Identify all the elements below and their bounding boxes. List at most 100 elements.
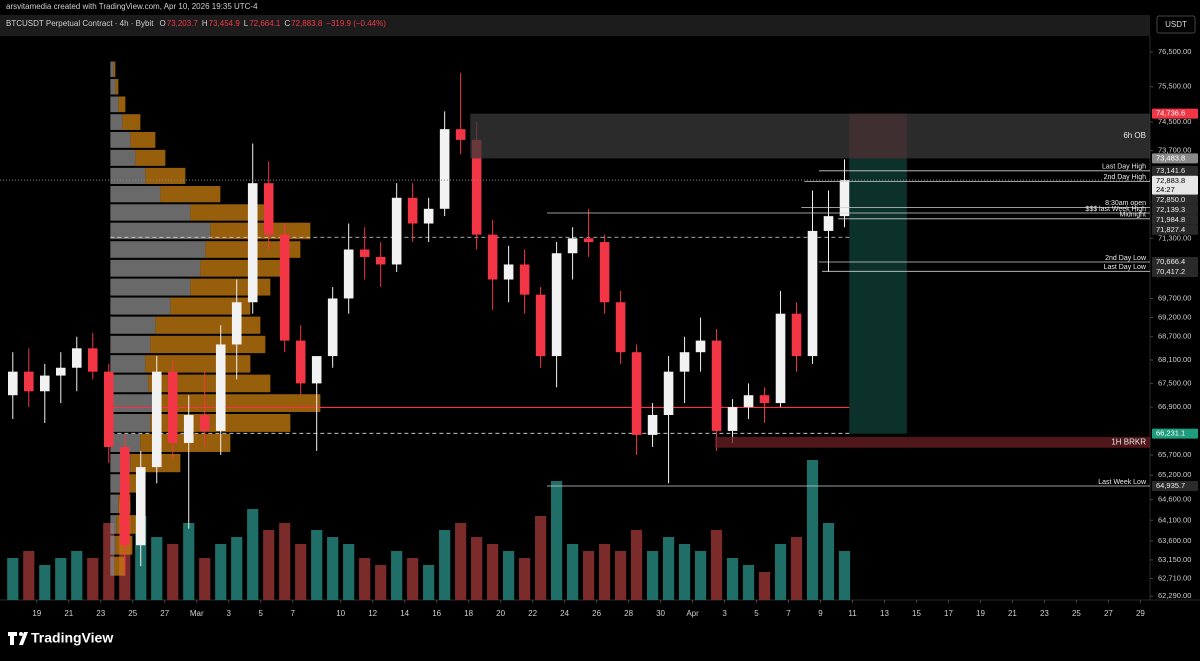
- volume-bar: [327, 537, 339, 600]
- price-tag-box: [1152, 204, 1198, 215]
- level-name: Last Day Low: [1104, 264, 1147, 271]
- profile-gray: [110, 167, 146, 185]
- price-tag: 72,850.0: [1152, 195, 1198, 205]
- y-tick-label: 68,700.00: [1158, 332, 1191, 341]
- volume-bar: [582, 551, 595, 600]
- profile-gray: [110, 515, 117, 534]
- volume-bar: [726, 558, 739, 600]
- ohlc-value: 72,664.1: [249, 19, 281, 28]
- candle-body: [135, 467, 146, 546]
- profile-gray: [110, 186, 161, 203]
- x-tick-label: 21: [1008, 609, 1017, 618]
- candle-body: [423, 208, 434, 224]
- volume-bar: [167, 544, 179, 600]
- profile-gray: [110, 114, 123, 130]
- volume-bar: [391, 551, 403, 600]
- profile-gray: [110, 374, 149, 393]
- level-name: Last Week Low: [1098, 479, 1147, 486]
- logo-mark: [8, 632, 28, 645]
- profile-orange: [118, 96, 126, 113]
- price-tag-box: [1152, 175, 1198, 195]
- y-tick-label: 73,700.00: [1158, 146, 1191, 155]
- x-tick-label: 5: [258, 609, 263, 618]
- volume-bar: [471, 537, 483, 600]
- price-tag: 73,483.8: [1152, 153, 1198, 164]
- currency-button[interactable]: [1156, 15, 1196, 34]
- volume-bar: [806, 460, 819, 600]
- price-tag-box: [1152, 256, 1198, 267]
- candle-body: [503, 264, 514, 280]
- brand-logo: [8, 632, 28, 645]
- y-tick-label: 62,710.00: [1158, 573, 1191, 582]
- candle-body: [615, 302, 626, 353]
- candle-body: [791, 313, 802, 357]
- x-tick-label: 22: [528, 609, 537, 618]
- volume-bar: [263, 530, 275, 600]
- profile-orange: [200, 259, 281, 277]
- profile-orange: [190, 204, 266, 221]
- profile-gray: [110, 394, 156, 413]
- y-tick-label: 69,700.00: [1158, 293, 1191, 302]
- volume-bar: [790, 537, 803, 600]
- level-name: Last Day High: [1102, 164, 1146, 171]
- y-tick-label: 76,500.00: [1158, 47, 1191, 56]
- volume-bar: [742, 565, 755, 600]
- candle-body: [87, 348, 98, 372]
- profile-gray: [110, 297, 171, 315]
- candle-body: [775, 313, 786, 404]
- price-tag-label: 71,984.8: [1156, 215, 1185, 224]
- profile-orange: [145, 355, 251, 373]
- profile-gray: [110, 556, 115, 576]
- profile-gray: [110, 474, 123, 493]
- x-tick-label: 9: [818, 609, 823, 618]
- volume-bar: [7, 558, 19, 600]
- price-tag-box: [1152, 428, 1198, 439]
- price-tag-label: 70,666.4: [1156, 257, 1185, 266]
- volume-bar: [487, 544, 499, 600]
- profile-gray: [110, 433, 141, 452]
- price-tag: 72,883.824:27: [1152, 176, 1198, 195]
- candle-body: [807, 230, 818, 357]
- price-tag-box: [1152, 224, 1198, 235]
- y-tick-label: 69,200.00: [1158, 313, 1191, 322]
- volume-bar: [822, 523, 835, 600]
- profile-gray: [110, 241, 206, 258]
- price-tag-label: 73,483.8: [1156, 153, 1185, 162]
- y-tick-label: 63,150.00: [1158, 555, 1191, 564]
- legend-band: [0, 15, 1150, 36]
- candle-body: [551, 253, 562, 357]
- x-tick-label: 30: [656, 609, 665, 618]
- profile-orange: [155, 394, 321, 413]
- volume-bar: [215, 544, 227, 600]
- volume-bar: [87, 558, 99, 600]
- x-tick-label: 25: [128, 609, 137, 618]
- price-tag: 71,984.8: [1152, 215, 1198, 225]
- volume-bar: [375, 565, 387, 600]
- currency[interactable]: USDT: [1165, 20, 1187, 29]
- candle-body: [215, 344, 226, 431]
- candle-body: [679, 352, 690, 372]
- candle-body: [727, 407, 738, 431]
- volume-bar: [55, 558, 67, 600]
- price-tag-label: 74,736.6: [1156, 109, 1185, 118]
- ohlc-value: 73,203.7: [167, 19, 199, 28]
- price-tag-label: 71,827.4: [1156, 225, 1185, 234]
- price-tag-label: 66,231.1: [1156, 429, 1185, 438]
- price-tag: 66,231.1: [1152, 429, 1198, 439]
- candle-body: [231, 302, 242, 345]
- volume-bar: [39, 565, 51, 600]
- profile-gray: [110, 414, 151, 432]
- profile-orange: [160, 186, 221, 203]
- profile-gray: [110, 204, 191, 221]
- price-tag: 72,139.3: [1152, 205, 1198, 215]
- ohlc-key: C: [284, 19, 290, 28]
- candle-body: [599, 242, 610, 303]
- logo-dot: [19, 632, 23, 636]
- y-tick-label: 65,200.00: [1158, 470, 1191, 479]
- profile-gray: [110, 278, 191, 296]
- candle-body: [743, 395, 754, 408]
- x-tick-label: 25: [1072, 609, 1081, 618]
- x-tick-label: 16: [432, 609, 441, 618]
- zone-name: 1H BRKR: [1111, 437, 1146, 446]
